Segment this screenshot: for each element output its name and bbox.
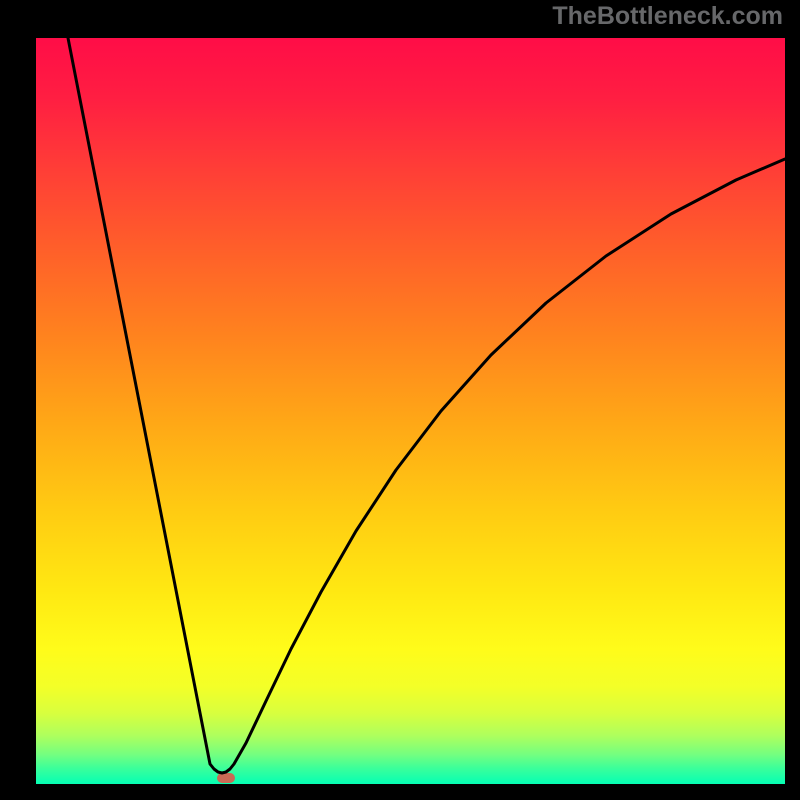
border-bottom [0,784,800,800]
border-right [785,0,800,800]
plot-area [36,38,785,784]
plot-svg [36,38,785,784]
bottleneck-curve [68,38,785,773]
watermark-text: TheBottleneck.com [552,2,783,31]
chart-frame: TheBottleneck.com [0,0,800,800]
border-left [0,0,36,800]
bottleneck-marker [217,773,235,783]
